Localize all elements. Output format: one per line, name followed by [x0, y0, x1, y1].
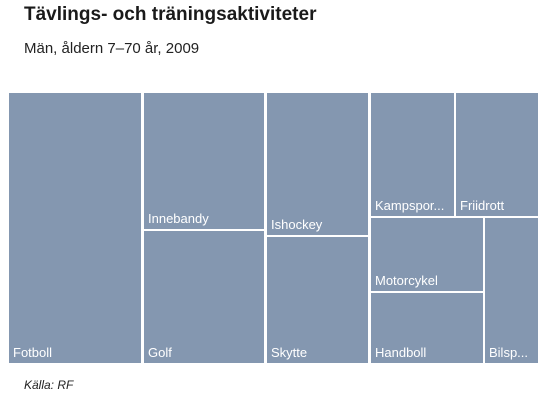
tile-ishockey — [265, 91, 370, 237]
tile-handboll — [369, 291, 485, 365]
tile-label-motorcykel: Motorcykel — [375, 273, 438, 288]
tile-golf — [142, 229, 266, 365]
tile-innebandy — [142, 91, 266, 231]
tile-skytte — [265, 235, 370, 365]
tile-label-golf: Golf — [148, 345, 172, 360]
tile-label-bilsport: Bilsp... — [489, 345, 528, 360]
tile-fotboll — [7, 91, 143, 365]
chart-subtitle: Män, åldern 7–70 år, 2009 — [24, 40, 200, 57]
tile-label-innebandy: Innebandy — [148, 211, 209, 226]
tile-label-handboll: Handboll — [375, 345, 426, 360]
source-note: Källa: RF — [24, 378, 74, 392]
tile-bilsport — [483, 216, 540, 365]
tile-label-ishockey: Ishockey — [271, 217, 323, 232]
tile-label-kampsport: Kampspor... — [375, 198, 444, 213]
tile-friidrott — [454, 91, 540, 218]
tile-label-friidrott: Friidrott — [460, 198, 504, 213]
tile-label-skytte: Skytte — [271, 345, 307, 360]
chart-title: Tävlings- och träningsaktiviteter — [24, 4, 317, 25]
tile-motorcykel — [369, 216, 485, 293]
tile-label-fotboll: Fotboll — [13, 345, 52, 360]
